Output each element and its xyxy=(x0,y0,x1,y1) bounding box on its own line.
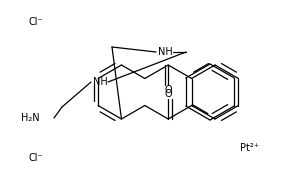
Text: NH: NH xyxy=(158,47,172,57)
Text: Cl⁻: Cl⁻ xyxy=(28,17,43,27)
Text: O: O xyxy=(164,89,172,99)
Text: NH: NH xyxy=(93,77,107,87)
Text: O: O xyxy=(164,85,172,95)
Text: Cl⁻: Cl⁻ xyxy=(28,153,43,163)
Text: H₂N: H₂N xyxy=(21,113,40,123)
Text: Pt²⁺: Pt²⁺ xyxy=(240,143,259,153)
